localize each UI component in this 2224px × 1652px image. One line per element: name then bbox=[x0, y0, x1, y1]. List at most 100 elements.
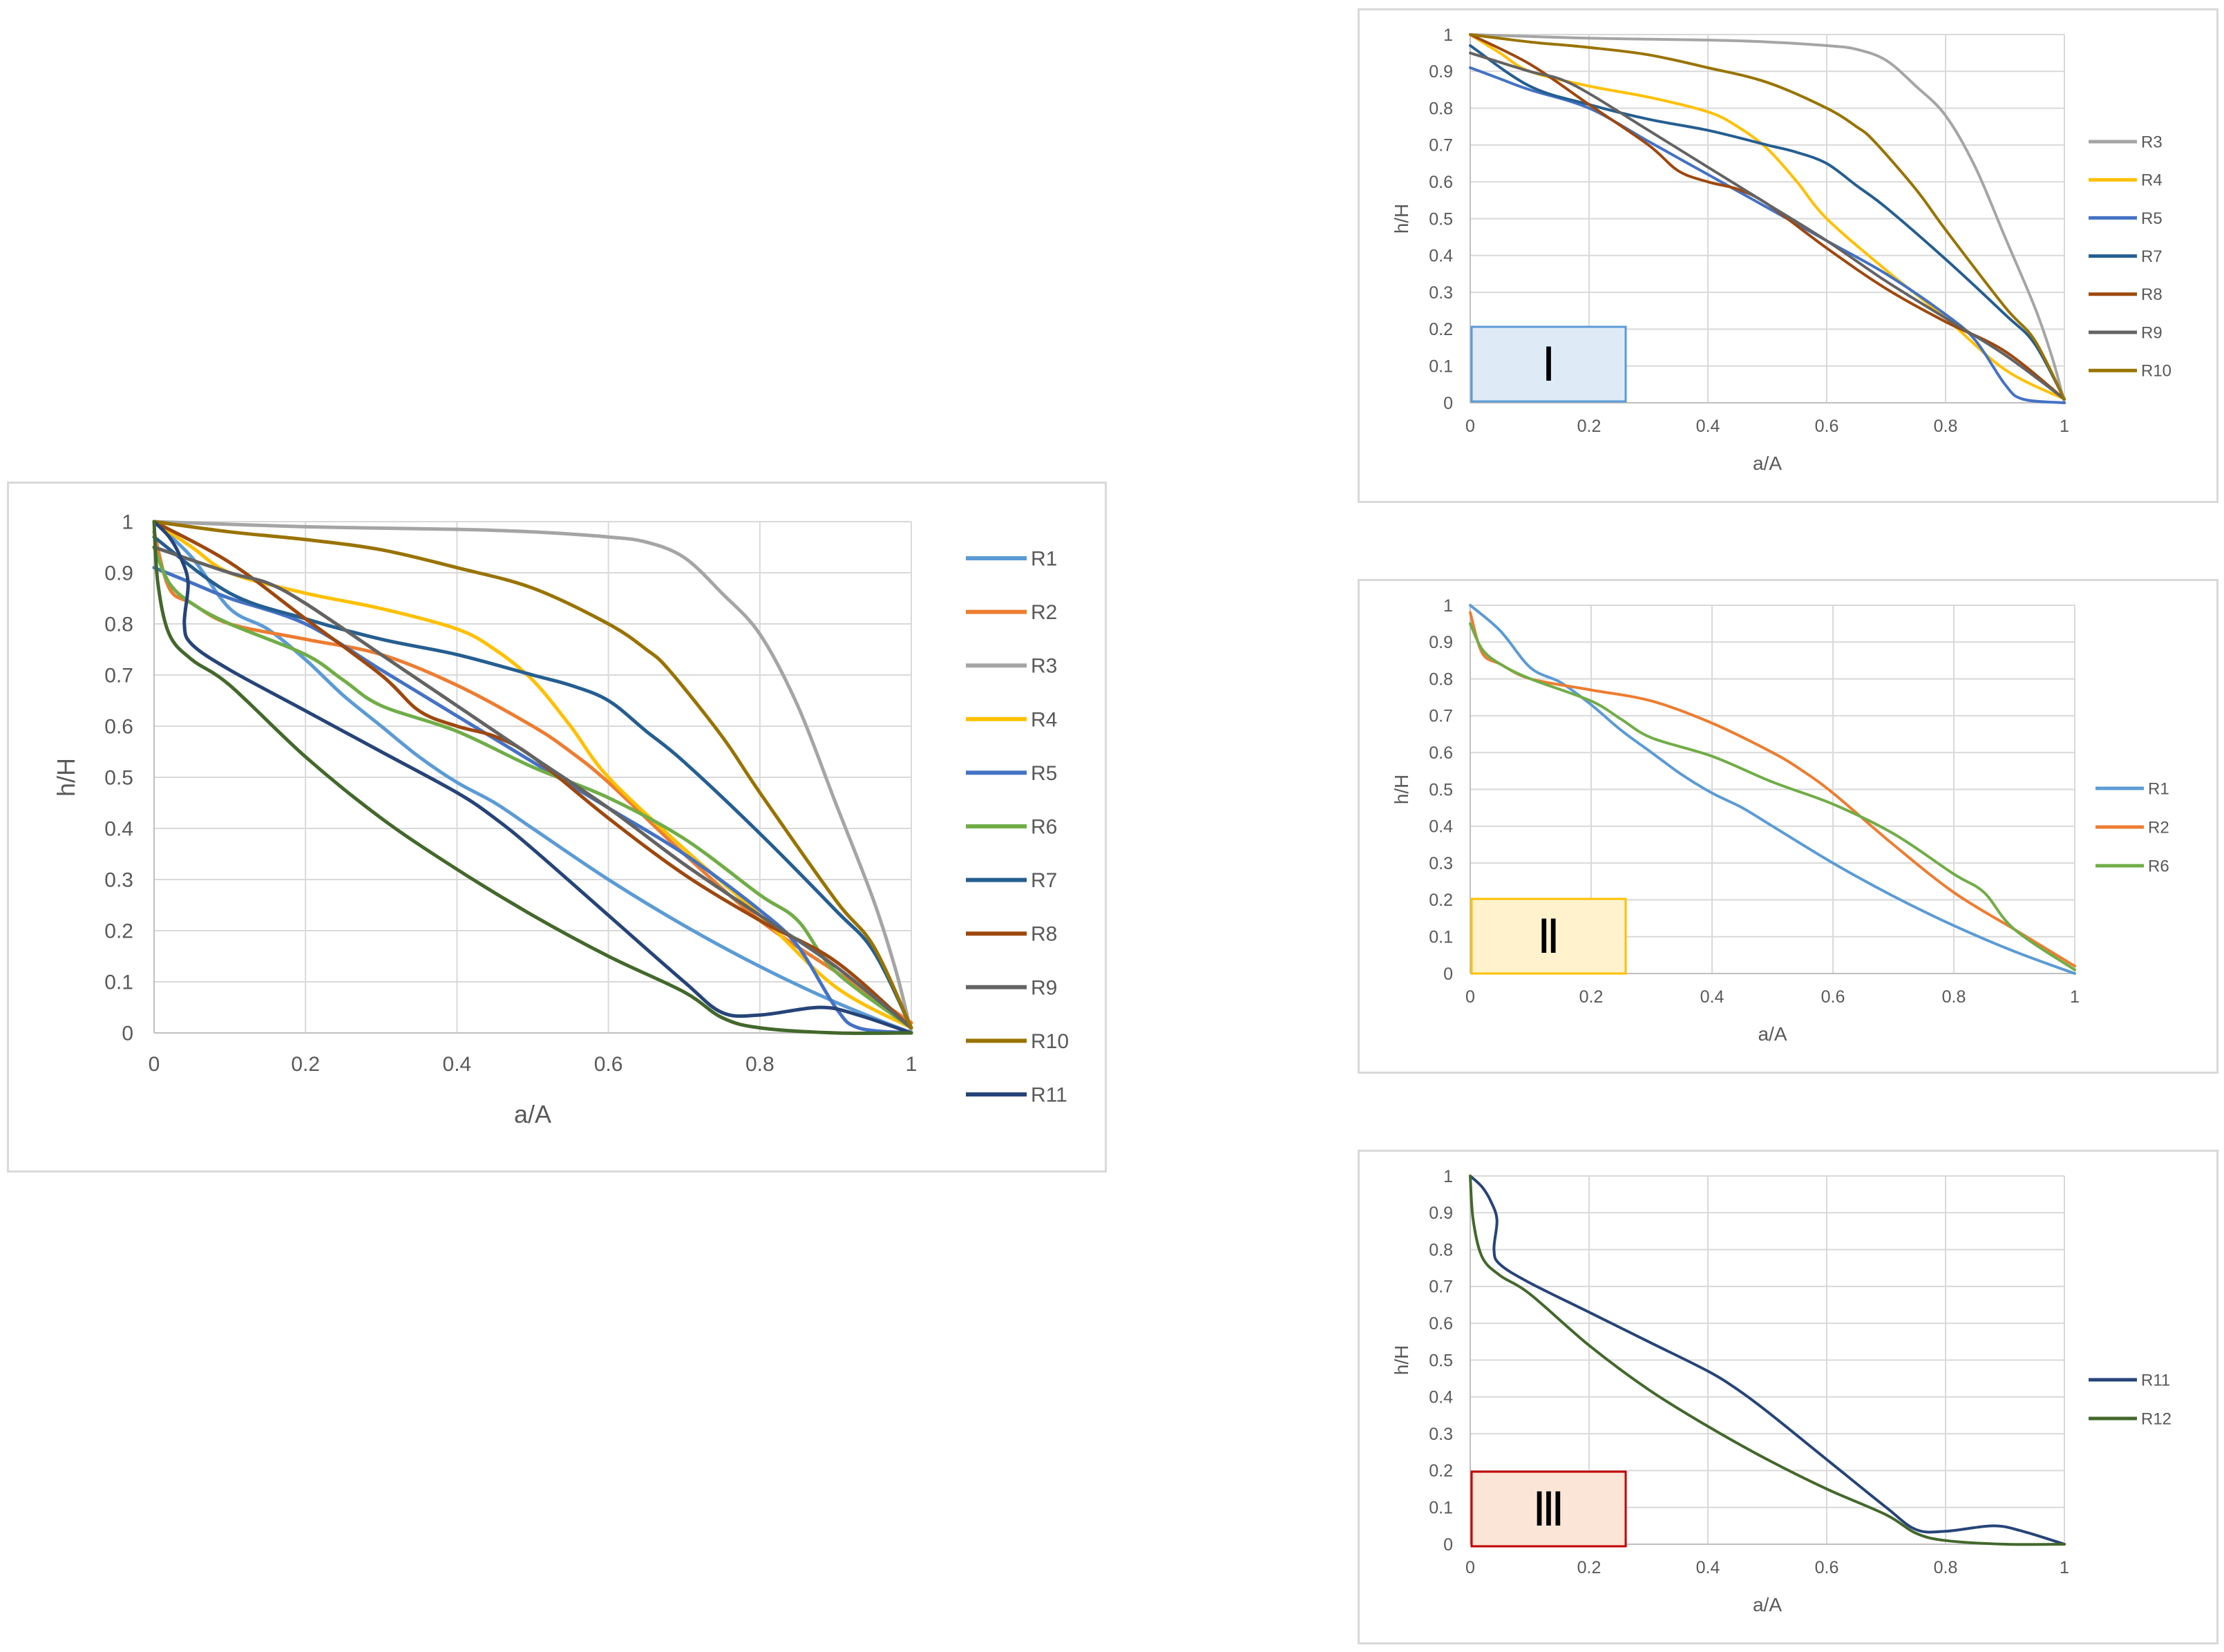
group-3-legend: R11 R12 bbox=[2089, 1371, 2171, 1428]
main-xtick-label-1: 0.2 bbox=[291, 1053, 320, 1076]
group-3-xtick-label-4: 0.8 bbox=[1934, 1558, 1958, 1577]
group-1-series-lines bbox=[1469, 33, 2066, 404]
group-2-ytick-label-8: 0.8 bbox=[1429, 670, 1453, 689]
group-2-ytick-label-3: 0.3 bbox=[1429, 854, 1453, 873]
main-ytick-label-10: 1 bbox=[122, 511, 133, 534]
chart-panel-main: 0 0.1 0.2 0.3 0.4 0.5 0.6 0.7 0.8 0.9 1 0 0.2 0.4 0.6 0… bbox=[7, 482, 1107, 1172]
chart-panel-group-2: 0 0.1 0.2 0.3 0.4 0.5 0.6 0.7 0.8 0.9 1 0 0.2 0.4 0.6 0… bbox=[1358, 579, 2218, 1074]
group-2-ytick-label-10: 1 bbox=[1443, 596, 1453, 616]
main-ytick-label-9: 0.9 bbox=[104, 562, 133, 585]
main-ytick-label-7: 0.7 bbox=[104, 665, 133, 687]
group-1-x-axis-title: a/A bbox=[1753, 453, 1782, 474]
group-1-ytick-label-8: 0.8 bbox=[1429, 99, 1453, 118]
group-3-ytick-label-8: 0.8 bbox=[1429, 1240, 1453, 1260]
main-x-axis-title: a/A bbox=[514, 1100, 551, 1128]
group-3-y-axis-title: h/H bbox=[1391, 1345, 1412, 1376]
group-3-badge-label: Ⅲ bbox=[1532, 1483, 1565, 1536]
group-3-x-axis-title: a/A bbox=[1753, 1594, 1782, 1615]
group-1-xtick-label-4: 0.8 bbox=[1934, 417, 1958, 436]
group-3-ytick-label-6: 0.6 bbox=[1429, 1314, 1453, 1333]
main-series-line-r4 bbox=[152, 520, 913, 1030]
chart-group-1-svg: 0 0.1 0.2 0.3 0.4 0.5 0.6 0.7 0.8 0.9 1 0 0.2 0.4 0.6 0… bbox=[1391, 26, 2171, 474]
group-1-legend-label-r8: R8 bbox=[2141, 285, 2163, 304]
group-3-ytick-label-7: 0.7 bbox=[1429, 1278, 1453, 1297]
main-gridlines bbox=[154, 521, 912, 1033]
group-3-series-lines bbox=[1469, 1175, 2066, 1546]
group-3-xtick-label-0: 0 bbox=[1465, 1558, 1475, 1577]
group-2-ytick-label-6: 0.6 bbox=[1429, 743, 1453, 763]
main-series-line-r3 bbox=[152, 520, 913, 1035]
main-legend-label-r6: R6 bbox=[1031, 816, 1057, 839]
main-xtick-label-0: 0 bbox=[149, 1053, 160, 1076]
main-legend-label-r10: R10 bbox=[1031, 1030, 1069, 1053]
main-xtick-label-3: 0.6 bbox=[594, 1053, 623, 1076]
chart-group-3-svg: 0 0.1 0.2 0.3 0.4 0.5 0.6 0.7 0.8 0.9 1 0 0.2 0.4 0.6 0… bbox=[1391, 1167, 2171, 1615]
group-1-xtick-label-2: 0.4 bbox=[1696, 417, 1720, 436]
group-2-ytick-label-5: 0.5 bbox=[1429, 780, 1453, 799]
group-3-legend-label-r11: R11 bbox=[2141, 1371, 2170, 1389]
main-series-line-r11 bbox=[152, 520, 913, 1035]
group-2-xtick-label-5: 1 bbox=[2070, 987, 2080, 1007]
group-1-series-line-r10 bbox=[1469, 33, 2066, 401]
main-legend-label-r11: R11 bbox=[1031, 1084, 1067, 1107]
group-1-legend-label-r4: R4 bbox=[2141, 171, 2163, 190]
group-3-ytick-label-4: 0.4 bbox=[1429, 1388, 1453, 1407]
group-1-xtick-label-0: 0 bbox=[1465, 417, 1475, 436]
group-1-ytick-label-10: 1 bbox=[1443, 26, 1453, 45]
group-1-legend-label-r7: R7 bbox=[2141, 247, 2163, 266]
group-3-xtick-label-2: 0.4 bbox=[1696, 1558, 1720, 1577]
main-legend-label-r4: R4 bbox=[1031, 708, 1057, 731]
group-1-badge-box bbox=[1470, 325, 1627, 403]
main-series-line-r9 bbox=[152, 545, 913, 1030]
main-legend: R1 R2 R3 R4 R5 R6 R7 R8 R9 R10 R11 bbox=[966, 548, 1069, 1107]
group-1-ytick-label-2: 0.2 bbox=[1429, 320, 1453, 339]
main-series-line-r12 bbox=[152, 520, 913, 1036]
group-3-ytick-label-0: 0 bbox=[1443, 1535, 1453, 1555]
group-2-ytick-label-1: 0.1 bbox=[1429, 927, 1453, 947]
main-ytick-label-0: 0 bbox=[122, 1023, 133, 1045]
group-2-y-axis-title: h/H bbox=[1391, 775, 1412, 805]
group-3-legend-label-r12: R12 bbox=[2141, 1409, 2171, 1428]
group-2-xtick-label-3: 0.6 bbox=[1821, 987, 1845, 1007]
group-2-xtick-label-0: 0 bbox=[1465, 987, 1475, 1007]
group-3-xtick-label-1: 0.2 bbox=[1577, 1558, 1602, 1577]
group-1-ytick-label-4: 0.4 bbox=[1429, 247, 1453, 266]
chart-panel-group-3: 0 0.1 0.2 0.3 0.4 0.5 0.6 0.7 0.8 0.9 1 0 0.2 0.4 0.6 0… bbox=[1358, 1150, 2218, 1644]
group-1-ytick-label-6: 0.6 bbox=[1429, 173, 1453, 192]
group-2-xtick-label-1: 0.2 bbox=[1579, 987, 1604, 1007]
group-3-ytick-label-1: 0.1 bbox=[1429, 1498, 1453, 1517]
main-series-line-r6 bbox=[152, 545, 913, 1030]
main-xtick-label-4: 0.8 bbox=[745, 1053, 774, 1076]
main-legend-label-r1: R1 bbox=[1031, 548, 1057, 571]
group-2-x-axis-title: a/A bbox=[1758, 1023, 1787, 1045]
group-2-series-lines bbox=[1469, 604, 2076, 975]
main-legend-label-r8: R8 bbox=[1031, 923, 1057, 946]
group-2-ytick-label-0: 0 bbox=[1443, 965, 1453, 984]
group-3-ytick-label-10: 1 bbox=[1443, 1167, 1453, 1186]
group-2-badge-box bbox=[1470, 898, 1627, 975]
group-2-series-line-r6 bbox=[1469, 622, 2076, 971]
main-legend-label-r9: R9 bbox=[1031, 976, 1057, 999]
main-legend-label-r2: R2 bbox=[1031, 601, 1057, 624]
main-series-line-r10 bbox=[152, 520, 913, 1030]
group-2-ytick-label-7: 0.7 bbox=[1429, 707, 1453, 726]
group-1-xtick-label-3: 0.6 bbox=[1815, 417, 1839, 436]
group-1-legend-label-r3: R3 bbox=[2141, 133, 2163, 151]
main-series-lines bbox=[152, 520, 913, 1036]
group-1-y-axis-title: h/H bbox=[1391, 204, 1412, 234]
chart-panel-group-1: 0 0.1 0.2 0.3 0.4 0.5 0.6 0.7 0.8 0.9 1 0 0.2 0.4 0.6 0… bbox=[1358, 8, 2218, 503]
main-ytick-label-3: 0.3 bbox=[104, 869, 133, 892]
main-y-axis-title: h/H bbox=[52, 758, 80, 797]
group-2-ytick-label-4: 0.4 bbox=[1429, 817, 1453, 837]
group-2-legend: R1 R2 R6 bbox=[2095, 779, 2169, 875]
main-xtick-label-2: 0.4 bbox=[443, 1053, 472, 1076]
group-2-ytick-label-9: 0.9 bbox=[1429, 633, 1453, 652]
group-1-xtick-label-5: 1 bbox=[2060, 417, 2069, 436]
group-3-badge-box bbox=[1470, 1470, 1627, 1548]
group-2-ytick-label-2: 0.2 bbox=[1429, 891, 1453, 910]
group-1-legend: R3 R4 R5 R7 R8 R9 R10 bbox=[2089, 133, 2171, 381]
group-2-series-line-r1 bbox=[1469, 604, 2076, 975]
group-1-badge-label: Ⅰ bbox=[1541, 339, 1555, 391]
group-1-ytick-label-3: 0.3 bbox=[1429, 283, 1453, 303]
main-ytick-label-1: 0.1 bbox=[104, 971, 133, 994]
